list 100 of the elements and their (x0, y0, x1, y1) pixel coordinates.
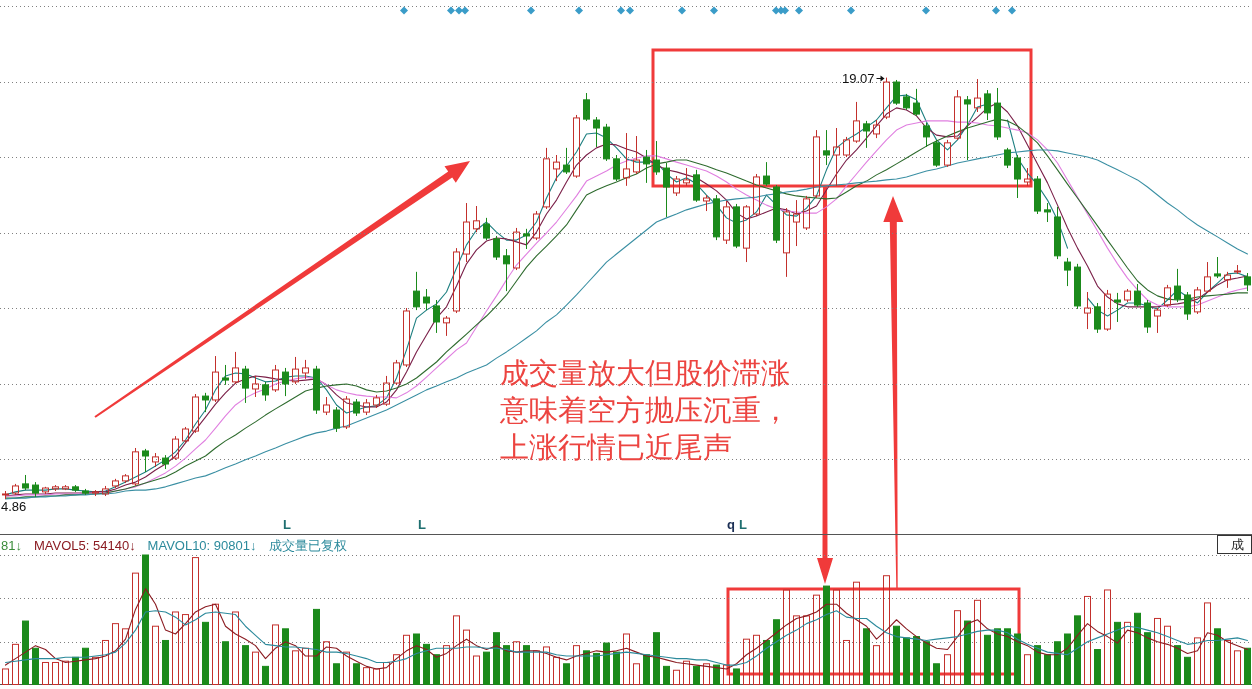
bar (313, 608, 320, 685)
bar (1144, 632, 1151, 685)
bar (683, 660, 690, 685)
text: L (418, 517, 427, 532)
bar (1024, 654, 1031, 685)
bar (693, 665, 700, 685)
candlestick (142, 448, 149, 473)
text: L (739, 517, 748, 532)
bar (1074, 615, 1081, 685)
bar (1014, 633, 1021, 685)
bar (92, 656, 99, 685)
candlestick (1184, 291, 1191, 321)
bar (733, 668, 740, 685)
bar (1064, 633, 1071, 685)
bar (813, 594, 820, 685)
bar (673, 669, 680, 685)
candlestick (613, 154, 620, 182)
bar (262, 665, 269, 685)
bar (302, 647, 309, 685)
bar (1104, 589, 1111, 685)
bar (292, 650, 299, 685)
candlestick (423, 288, 430, 311)
candlestick (1214, 256, 1221, 279)
bar (1124, 621, 1131, 685)
candlestick (663, 162, 670, 218)
bar (162, 639, 169, 685)
candlestick (1004, 147, 1011, 169)
bar (573, 645, 580, 685)
candlestick (1084, 291, 1091, 330)
candlestick (863, 120, 870, 149)
bar (944, 654, 951, 685)
candlestick (893, 79, 900, 106)
bar (112, 623, 119, 685)
bar (1154, 617, 1161, 685)
bar (954, 610, 961, 685)
bar (2, 668, 9, 685)
bar (433, 654, 440, 685)
candlestick (623, 132, 630, 187)
bar (142, 554, 149, 685)
bar (1214, 628, 1221, 685)
bar (1084, 595, 1091, 685)
candlestick (823, 129, 830, 166)
bar (32, 647, 39, 685)
candlestick (653, 140, 660, 176)
candlestick (833, 127, 840, 187)
bar (62, 660, 69, 685)
bar (383, 661, 390, 685)
bar (563, 663, 570, 685)
bar (974, 599, 981, 685)
bar (1194, 637, 1201, 685)
candlestick (793, 199, 800, 247)
bar (242, 645, 249, 685)
candlestick (1174, 268, 1181, 303)
bar (102, 639, 109, 685)
bar (823, 585, 830, 685)
text: q (727, 517, 736, 532)
bar (843, 639, 850, 685)
candlestick (333, 406, 340, 433)
bar (503, 645, 510, 685)
bar (643, 654, 650, 685)
bar (1184, 656, 1191, 685)
candlestick (593, 116, 600, 148)
text: L (283, 517, 292, 532)
bar (493, 632, 500, 685)
bar (1174, 645, 1181, 685)
bar (633, 663, 640, 685)
candlestick (933, 139, 940, 168)
bar (803, 615, 810, 685)
bar (913, 636, 920, 685)
bar (533, 650, 540, 685)
bar (1224, 639, 1231, 685)
candlestick (563, 147, 570, 175)
candlestick (473, 205, 480, 233)
bar (994, 628, 1001, 685)
candlestick (202, 392, 209, 413)
text: 成交量已复权 (268, 538, 347, 553)
bar (613, 651, 620, 685)
bar (122, 628, 129, 685)
bar (403, 634, 410, 685)
candlestick (643, 149, 650, 184)
bar (593, 652, 600, 685)
bar (893, 625, 900, 685)
bar (883, 575, 890, 685)
bar (1054, 641, 1061, 685)
bar (773, 619, 780, 685)
bar (833, 589, 840, 685)
bar (723, 664, 730, 685)
bar (1134, 612, 1141, 685)
bar (323, 641, 330, 685)
candlestick (1134, 283, 1141, 308)
bar (413, 633, 420, 685)
bar (82, 647, 89, 685)
bar (393, 654, 400, 685)
bar (933, 663, 940, 685)
bar (363, 667, 370, 685)
bar (964, 620, 971, 685)
bar (463, 629, 470, 685)
candlestick (1064, 257, 1071, 287)
candlestick (923, 122, 930, 148)
bar (443, 645, 450, 685)
